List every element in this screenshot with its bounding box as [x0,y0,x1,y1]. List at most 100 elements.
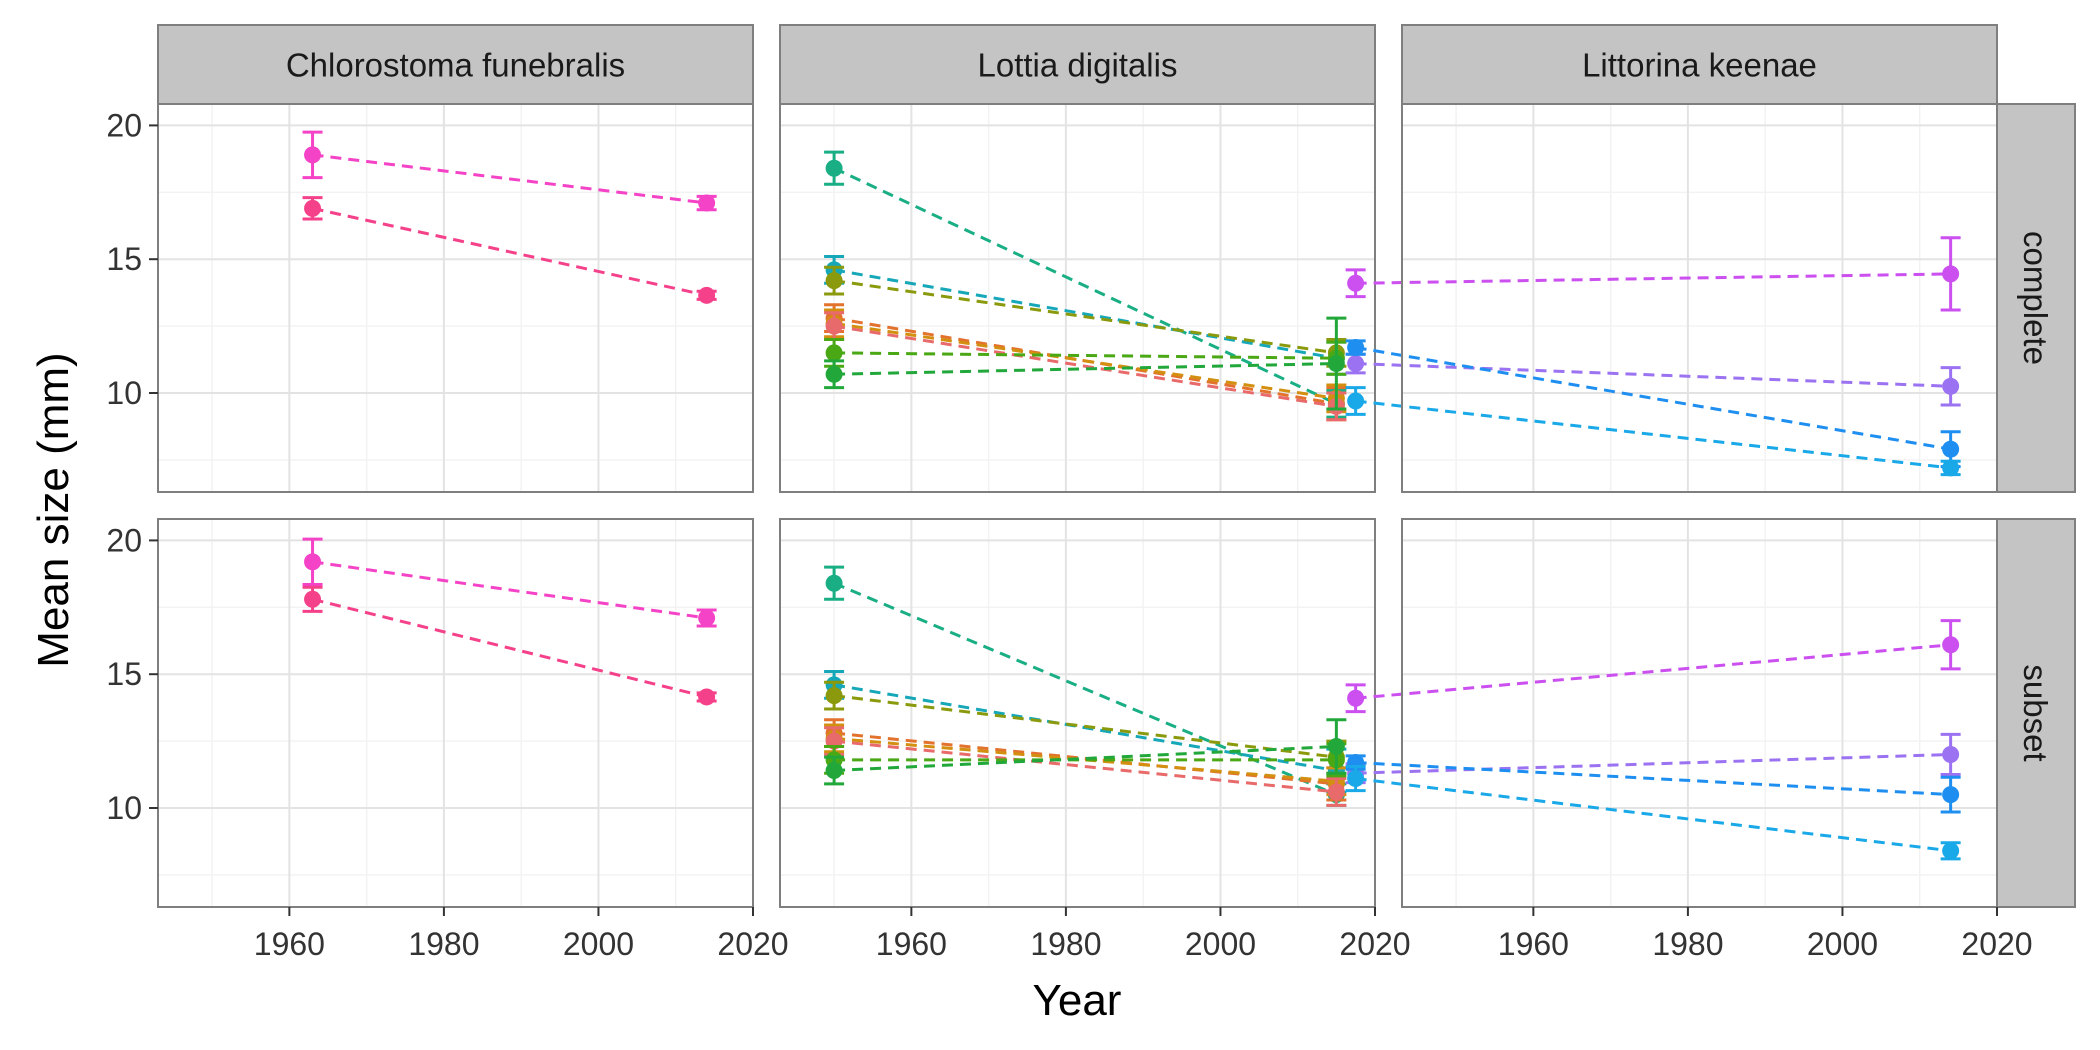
series-line [312,206,707,297]
data-point [825,317,843,335]
data-point [825,344,843,362]
series-1 [302,537,717,628]
series-line [1355,777,1951,853]
series-2 [302,585,717,706]
series-line [1355,346,1951,451]
x-tick-label: 2000 [1185,926,1256,962]
series-8 [824,718,1347,786]
strip-label: Littorina keenae [1582,47,1817,84]
strip-label: subset [2017,664,2054,761]
strip-lottia-digitalis: Lottia digitalis [779,24,1376,105]
series-line [833,736,1337,783]
strip-littorina-keenae: Littorina keenae [1401,24,1998,105]
series-line [1355,761,1951,797]
panel-background [1402,104,1997,492]
panel-background [158,104,753,492]
series-line [1355,362,1951,388]
data-point [1327,783,1345,801]
x-tick-label: 1960 [254,926,325,962]
data-point [1347,274,1365,292]
series-line [833,166,1338,406]
y-tick-label: 15 [106,241,142,277]
series-line [1355,643,1951,700]
data-point [1347,339,1365,357]
data-point [825,762,843,780]
data-point [1347,770,1365,788]
x-tick-label: 2000 [563,926,634,962]
x-tick-label: 2000 [1807,926,1878,962]
series-line [833,739,1337,794]
axes: 10 15 20 10 15 20 1960 1980 2000 2020 1960 1980 2000… [106,107,2032,962]
strip-background [779,24,1376,105]
data-point [1942,440,1960,458]
panel-background [158,519,753,907]
x-tick-label: 1980 [1030,926,1101,962]
data-point [1942,786,1960,804]
panel-border [779,518,1376,908]
series-4 [1345,386,1961,477]
strip-background [1996,103,2076,493]
data-point [825,687,843,705]
y-tick-label: 15 [106,656,142,692]
data-point [304,553,322,571]
panel-background [780,104,1375,492]
series-1 [1345,236,1961,312]
strip-chlorostoma-funebralis: Chlorostoma funebralis [157,24,754,105]
series-line [834,351,1337,360]
data-point [1347,689,1365,707]
panel-littorina-keenae-complete [1345,103,1998,493]
data-point [698,688,716,706]
x-tick-label: 1980 [408,926,479,962]
data-point [1942,377,1960,395]
panel-chlorostoma-funebralis-subset [157,518,754,908]
panels [157,103,1998,908]
data-point [304,199,322,217]
y-tick-label: 10 [106,790,142,826]
strip-label: Lottia digitalis [978,47,1178,84]
strip-label: Chlorostoma funebralis [286,47,625,84]
data-point [1347,392,1365,410]
y-tick-label: 20 [106,522,142,558]
data-point [825,272,843,290]
data-point [1347,355,1365,373]
data-point [1327,355,1345,373]
series-line [833,324,1337,408]
x-tick-label: 2020 [1961,926,2032,962]
y-axis-title: Mean size (mm) [29,352,78,667]
series-line [1355,399,1951,470]
panel-lottia-digitalis-subset [779,518,1376,908]
series-2 [1345,352,1961,407]
data-point [1942,636,1960,654]
data-point [825,365,843,383]
series-1 [1345,619,1961,714]
series-line [833,321,1337,400]
panel-lottia-digitalis-complete [779,103,1376,493]
series-line [833,268,1337,360]
y-tick-label: 10 [106,375,142,411]
data-point [1942,745,1960,763]
series-3 [1345,339,1961,469]
data-point [304,146,322,164]
strip-background [157,24,754,105]
series-8 [824,316,1347,411]
series-2 [302,196,717,304]
series-line [312,153,707,205]
panel-background [780,519,1375,907]
x-axis-title: Year [1033,976,1122,1025]
x-tick-label: 2020 [717,926,788,962]
series-line [833,279,1337,355]
series-line [312,560,707,620]
strip-label: complete [2017,231,2054,365]
y-tick-label: 20 [106,107,142,143]
panel-chlorostoma-funebralis-complete [157,103,754,493]
series-6 [824,726,1347,807]
strip-background [1401,24,1998,105]
data-point [698,609,716,627]
strip-complete: complete [1996,103,2076,493]
data-point [1942,265,1960,283]
series-4 [1345,765,1961,861]
series-line [833,694,1337,759]
data-point [825,159,843,177]
x-tick-label: 2020 [1339,926,1410,962]
